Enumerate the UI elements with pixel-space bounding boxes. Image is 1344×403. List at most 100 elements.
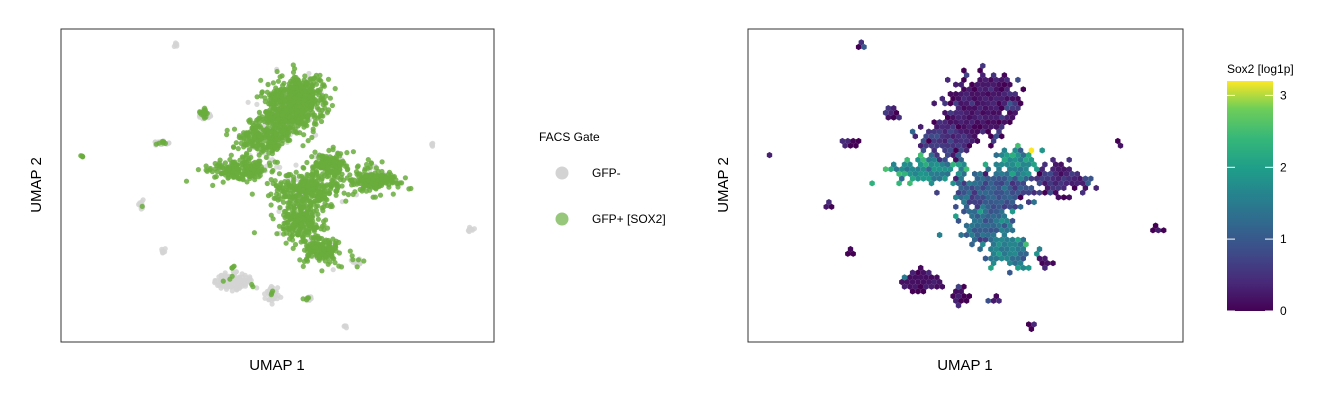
hexbin [1077, 175, 1083, 182]
hexbin [999, 217, 1005, 224]
gfp-neg-point [467, 226, 473, 232]
plot-frame-left [60, 28, 495, 343]
gfp-pos-point [224, 132, 230, 138]
hexbin [958, 288, 964, 295]
hexbin [982, 217, 989, 224]
gfp-pos-point [249, 191, 255, 197]
gfp-pos-point [325, 164, 331, 171]
gfp-pos-point [297, 103, 303, 109]
hexbin [974, 128, 981, 135]
hexbin [942, 156, 948, 163]
hexbin [907, 180, 913, 187]
hexbin [1085, 180, 1091, 187]
hexbin [915, 175, 921, 182]
hexbin [999, 199, 1005, 206]
hexbin [1015, 264, 1021, 271]
gfp-pos-point [304, 171, 310, 178]
hexbin [988, 236, 994, 243]
hexbin [985, 213, 991, 220]
hexbin [961, 170, 967, 177]
hexbin [904, 166, 910, 173]
hexbin [1001, 156, 1008, 163]
hexbin [977, 227, 983, 234]
plot-frame-right [747, 28, 1184, 343]
hexbin [931, 147, 937, 154]
hexbin [1017, 184, 1024, 192]
hexbin [1009, 208, 1016, 215]
gfp-pos-point [225, 175, 231, 181]
gfp-pos-point [324, 202, 330, 209]
hexbin [1015, 246, 1021, 253]
hexbin [1117, 142, 1124, 149]
hexbin [977, 208, 983, 215]
gfp-pos-point [268, 191, 274, 197]
hexbin [950, 161, 956, 168]
hexbin [1020, 236, 1026, 243]
hexbin [945, 152, 951, 159]
hexbin [982, 199, 989, 206]
hexbin [955, 170, 962, 177]
gfp-pos-point [303, 210, 309, 216]
hexbin [990, 194, 997, 201]
hexbin [1012, 175, 1018, 182]
hexbin [1007, 119, 1013, 126]
hexbin [985, 100, 991, 107]
gfp-pos-point [308, 235, 314, 241]
hexbin [1034, 166, 1040, 173]
hexbin [1007, 175, 1013, 182]
hexbin [901, 274, 908, 281]
hexbin [961, 189, 967, 196]
hexbin [996, 194, 1002, 201]
hexbin [982, 189, 989, 196]
gfp-pos-point [379, 159, 385, 165]
hexbin [972, 208, 978, 215]
gfp-pos-point [319, 175, 325, 181]
hexbin [953, 213, 959, 220]
hexbin [1050, 184, 1056, 192]
gfp-pos-point [275, 78, 281, 84]
hexbin [1015, 76, 1021, 83]
gfp-pos-point [265, 81, 271, 88]
hexbin [988, 114, 994, 121]
hexbin [961, 293, 967, 300]
hexbin [961, 95, 967, 102]
gfp-pos-point [319, 268, 325, 274]
hexbin [977, 86, 983, 93]
hexbin [1012, 194, 1018, 201]
hexbin [936, 128, 943, 135]
gfp-pos-point [222, 160, 228, 166]
hexbin [953, 175, 959, 182]
gfp-pos-point [290, 211, 296, 217]
hexbin [1009, 227, 1016, 234]
hexbin [961, 180, 967, 187]
gfp-pos-point [195, 167, 201, 173]
hexbin [891, 105, 897, 112]
hexbin [969, 222, 975, 229]
gfp-pos-point [235, 170, 241, 176]
gfp-neg-point [245, 99, 251, 105]
hexbin [1058, 180, 1064, 187]
gfp-neg-point [293, 162, 299, 168]
hexbin [1020, 255, 1026, 262]
hexbin [1012, 90, 1018, 98]
gfp-pos-point [229, 265, 235, 271]
hexbin [1015, 161, 1021, 168]
gfp-pos-point [284, 189, 290, 195]
gfp-pos-point [232, 159, 238, 165]
gfp-pos-point [251, 134, 257, 141]
gfp-pos-point [203, 167, 209, 173]
hexbin [990, 81, 997, 88]
gfp-pos-point [266, 150, 272, 156]
hexbin [955, 133, 962, 140]
hexbin [1039, 147, 1045, 154]
gfp-pos-point [231, 144, 237, 150]
hexbin [931, 278, 937, 286]
hexbin [928, 180, 935, 187]
hexbin [988, 105, 994, 112]
gfp-pos-point [259, 147, 265, 153]
hexbin [985, 222, 991, 229]
gfp-pos-point [309, 171, 315, 177]
gfp-neg-point [236, 274, 242, 280]
hexbin [993, 123, 999, 130]
hexbin [977, 114, 983, 121]
